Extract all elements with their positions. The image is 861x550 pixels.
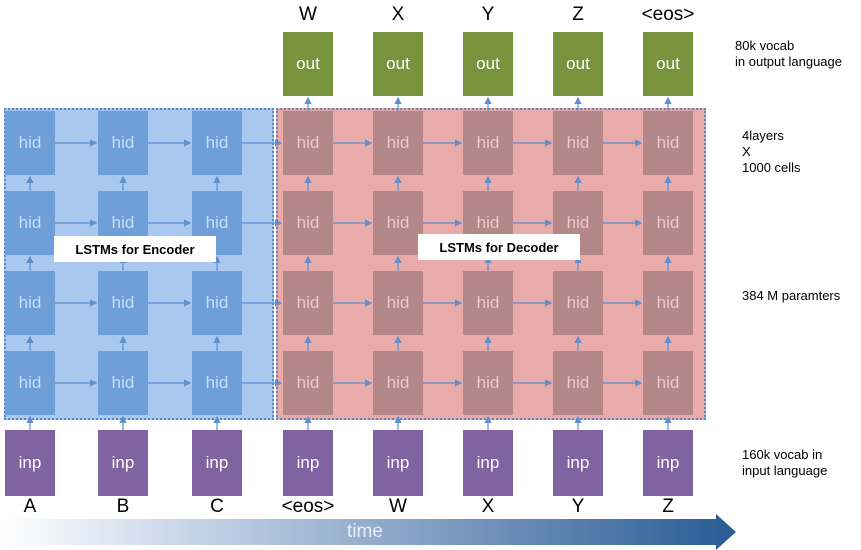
- hidden-cell: hid: [283, 351, 333, 415]
- hidden-cell: hid: [5, 111, 55, 175]
- output-token: X: [391, 4, 405, 25]
- hidden-cell: hid: [373, 351, 423, 415]
- hidden-cell: hid: [463, 271, 513, 335]
- hidden-cell: hid: [373, 191, 423, 255]
- hidden-cell: hid: [553, 351, 603, 415]
- hidden-cell: hid: [192, 271, 242, 335]
- hidden-cell: hid: [283, 271, 333, 335]
- output-cell: out: [643, 32, 693, 96]
- input-cell: inp: [463, 430, 513, 496]
- params-note: 384 M paramters: [742, 288, 841, 303]
- hidden-cell: hid: [373, 111, 423, 175]
- hidden-cell: hid: [553, 111, 603, 175]
- input-cell: inp: [643, 430, 693, 496]
- hidden-cell: hid: [643, 351, 693, 415]
- input-cell: inp: [192, 430, 242, 496]
- hidden-cell: hid: [643, 191, 693, 255]
- input-cell: inp: [373, 430, 423, 496]
- time-arrow-bar: [0, 519, 720, 545]
- input-token: C: [210, 496, 224, 517]
- time-arrow-head: [716, 514, 736, 550]
- encoder-label: LSTMs for Encoder: [54, 236, 216, 262]
- hidden-cell: hid: [5, 191, 55, 255]
- output-cell: out: [463, 32, 513, 96]
- output-token: Y: [481, 4, 495, 25]
- output-cell: out: [373, 32, 423, 96]
- input-token: W: [389, 496, 407, 517]
- hidden-cell: hid: [553, 271, 603, 335]
- input-cell: inp: [5, 430, 55, 496]
- input-token: <eos>: [281, 496, 335, 517]
- input-token: A: [23, 496, 37, 517]
- hidden-cell: hid: [463, 111, 513, 175]
- hidden-cell: hid: [5, 271, 55, 335]
- hidden-cell: hid: [283, 191, 333, 255]
- output-vocab-note: 80k vocab in output language: [735, 38, 842, 69]
- layers-note: 4layers X 1000 cells: [742, 128, 801, 175]
- output-token: W: [299, 4, 317, 25]
- hidden-cell: hid: [643, 271, 693, 335]
- input-token: X: [481, 496, 495, 517]
- input-token: B: [116, 496, 130, 517]
- hidden-cell: hid: [373, 271, 423, 335]
- input-vocab-note: 160k vocab in input language: [742, 447, 828, 478]
- input-cell: inp: [283, 430, 333, 496]
- hidden-cell: hid: [192, 351, 242, 415]
- hidden-cell: hid: [463, 351, 513, 415]
- hidden-cell: hid: [643, 111, 693, 175]
- hidden-cell: hid: [98, 111, 148, 175]
- input-cell: inp: [553, 430, 603, 496]
- hidden-cell: hid: [5, 351, 55, 415]
- input-token: Z: [662, 496, 674, 517]
- hidden-cell: hid: [283, 111, 333, 175]
- hidden-cell: hid: [98, 351, 148, 415]
- output-cell: out: [553, 32, 603, 96]
- input-cell: inp: [98, 430, 148, 496]
- output-token: <eos>: [641, 4, 695, 25]
- output-token: Z: [572, 4, 584, 25]
- hidden-cell: hid: [192, 111, 242, 175]
- hidden-cell: hid: [98, 271, 148, 335]
- decoder-label: LSTMs for Decoder: [418, 234, 580, 260]
- time-label: time: [347, 521, 383, 542]
- input-token: Y: [571, 496, 585, 517]
- output-cell: out: [283, 32, 333, 96]
